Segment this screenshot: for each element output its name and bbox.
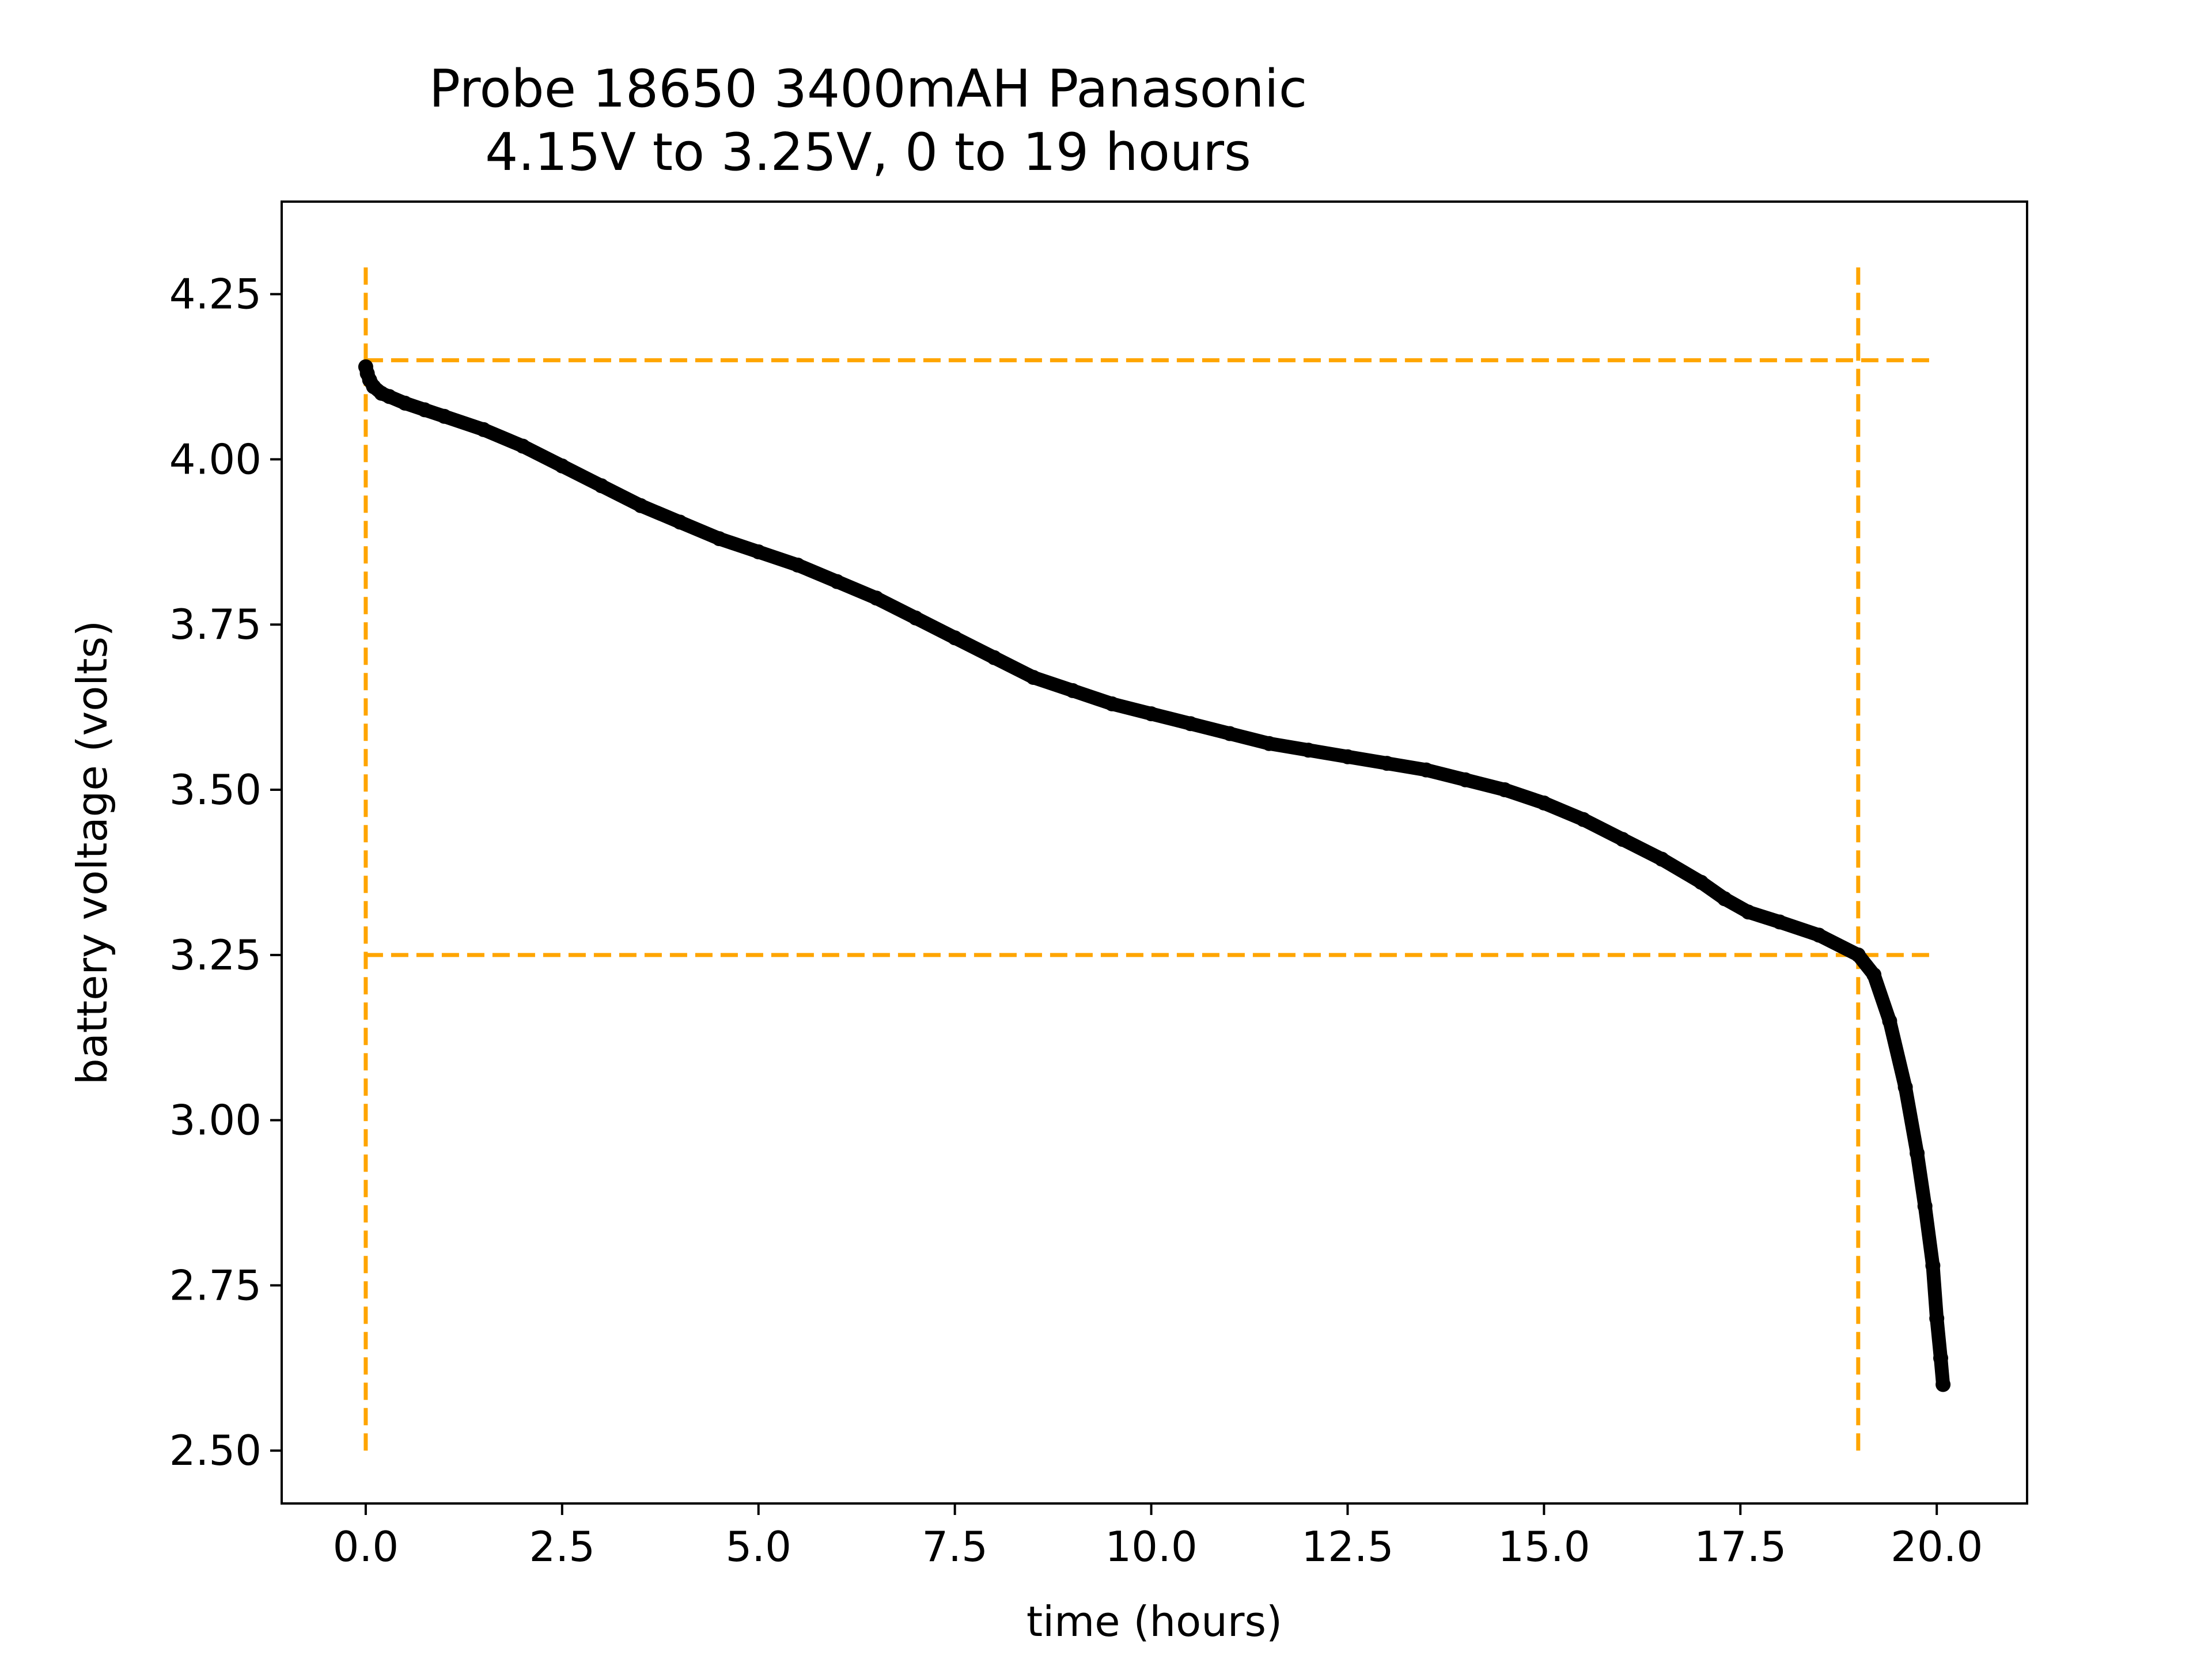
- data-point: [1772, 914, 1787, 930]
- data-point: [1740, 904, 1756, 920]
- data-point: [1694, 874, 1709, 890]
- x-tick-label: 0.0: [333, 1522, 399, 1571]
- y-tick-label: 2.50: [169, 1426, 262, 1475]
- data-point: [908, 610, 923, 626]
- data-point: [1340, 749, 1355, 764]
- data-point: [1104, 696, 1120, 711]
- data-point: [1882, 1013, 1897, 1029]
- data-point: [1575, 812, 1591, 827]
- data-point: [1850, 947, 1866, 963]
- data-point: [1262, 736, 1277, 751]
- y-tick-label: 4.00: [169, 435, 262, 483]
- data-point: [1910, 1146, 1925, 1161]
- data-point: [1925, 1258, 1941, 1273]
- x-axis-label: time (hours): [1027, 1597, 1282, 1646]
- data-point: [1615, 832, 1630, 847]
- data-point: [1717, 891, 1732, 907]
- x-tick-label: 7.5: [922, 1522, 988, 1571]
- y-tick-label: 3.50: [169, 766, 262, 814]
- data-point: [515, 438, 531, 454]
- data-point: [830, 574, 845, 589]
- x-tick-label: 5.0: [725, 1522, 791, 1571]
- data-point: [1026, 670, 1041, 685]
- data-point: [1497, 782, 1513, 797]
- data-point: [869, 590, 884, 606]
- y-tick-label: 4.25: [169, 270, 262, 319]
- data-point: [672, 514, 688, 530]
- data-point: [594, 478, 609, 494]
- data-point: [1536, 796, 1552, 810]
- data-point: [986, 650, 1002, 665]
- data-point: [1458, 772, 1473, 787]
- data-point: [633, 498, 649, 513]
- data-point: [1143, 706, 1159, 722]
- x-tick-label: 10.0: [1105, 1522, 1197, 1571]
- y-tick-label: 2.75: [169, 1261, 262, 1309]
- data-point: [1933, 1350, 1948, 1366]
- x-tick-label: 17.5: [1694, 1522, 1786, 1571]
- data-point: [1183, 716, 1198, 732]
- chart-subtitle: 4.15V to 3.25V, 0 to 19 hours: [485, 122, 1251, 183]
- y-tick-label: 3.25: [169, 931, 262, 979]
- data-point: [711, 531, 727, 547]
- data-point: [1418, 762, 1434, 778]
- data-point: [1301, 743, 1316, 758]
- plot-frame: [281, 200, 2028, 1505]
- plot-area: [358, 261, 1951, 1451]
- y-tick-label: 3.75: [169, 600, 262, 649]
- data-point: [790, 558, 805, 573]
- x-tick-label: 12.5: [1301, 1522, 1393, 1571]
- data-point: [1866, 967, 1882, 983]
- y-axis-ticks: 2.50 2.75 3.00 3.25 3.50 3.75 4.00 4.25: [169, 270, 282, 1475]
- data-point: [1929, 1310, 1945, 1326]
- data-point: [397, 395, 413, 411]
- data-point: [437, 408, 452, 424]
- data-point: [1065, 683, 1081, 698]
- data-point: [554, 458, 570, 474]
- data-point: [751, 544, 766, 559]
- chart-title: Probe 18650 3400mAH Panasonic: [429, 59, 1307, 119]
- y-tick-label: 3.00: [169, 1096, 262, 1145]
- data-point: [1811, 927, 1827, 943]
- x-tick-label: 2.5: [529, 1522, 596, 1571]
- data-point: [476, 422, 491, 437]
- x-tick-label: 20.0: [1891, 1522, 1983, 1571]
- data-point: [417, 402, 433, 418]
- data-point: [381, 389, 397, 404]
- data-point: [1897, 1080, 1913, 1095]
- y-axis-label: battery voltage (volts): [68, 620, 116, 1085]
- data-point: [1654, 851, 1669, 867]
- data-point: [1379, 756, 1395, 771]
- data-point: [947, 630, 963, 646]
- x-tick-label: 15.0: [1498, 1522, 1590, 1571]
- data-point: [1936, 1377, 1951, 1392]
- data-point: [1222, 726, 1237, 741]
- data-point: [1917, 1198, 1933, 1214]
- x-axis-ticks: 0.0 2.5 5.0 7.5 10.0 12.5 15.0 17.5 20.0: [333, 1503, 1983, 1571]
